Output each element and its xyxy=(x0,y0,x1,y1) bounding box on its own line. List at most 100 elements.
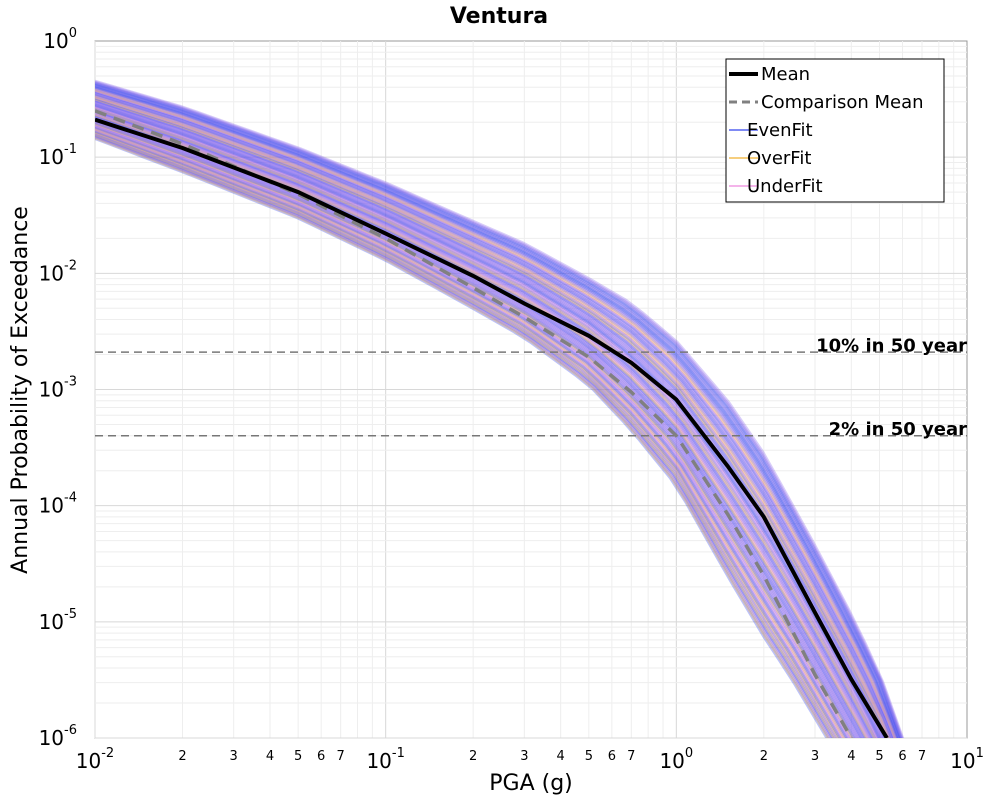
fit-curve xyxy=(95,92,893,738)
fit-curve xyxy=(95,89,896,738)
fit-curve xyxy=(95,106,878,738)
legend: Mean Comparison Mean EvenFit OverFit Und… xyxy=(725,58,945,203)
fit-curve xyxy=(95,134,834,738)
y-tick-label: 10-1 xyxy=(39,142,77,169)
y-tick-label: 10-4 xyxy=(39,491,77,518)
fit-curve xyxy=(95,112,869,738)
fit-curve xyxy=(95,79,905,738)
fit-curve xyxy=(95,83,902,738)
fit-curve xyxy=(95,125,849,738)
x-tick-label: 10-1 xyxy=(366,746,404,773)
fit-curve xyxy=(95,113,868,738)
fit-curve xyxy=(95,126,848,738)
x-tick-label: 101 xyxy=(950,746,984,773)
fit-curve xyxy=(95,111,871,738)
fit-curve xyxy=(95,136,831,738)
fit-curve xyxy=(95,126,847,738)
legend-label-overfit: OverFit xyxy=(747,148,811,169)
fit-curve xyxy=(95,107,876,738)
mean-line xyxy=(95,117,889,738)
fit-curve xyxy=(95,84,901,738)
x-minor-tick-label: 4 xyxy=(557,749,565,764)
legend-label-evenfit: EvenFit xyxy=(747,120,813,141)
fit-curve xyxy=(95,112,870,738)
fit-curve xyxy=(95,86,899,738)
fit-curve xyxy=(95,80,904,738)
x-minor-tick-label: 7 xyxy=(337,749,345,764)
fit-curve xyxy=(95,109,874,738)
fit-curve xyxy=(95,110,873,738)
reference-label-10pct: 10% in 50 year xyxy=(816,336,967,357)
fit-curve xyxy=(95,96,890,738)
fit-curve xyxy=(95,118,860,738)
fit-curve xyxy=(95,107,877,738)
fit-curve xyxy=(95,92,894,738)
x-minor-tick-label: 5 xyxy=(585,749,593,764)
x-minor-tick-label: 7 xyxy=(918,749,926,764)
x-minor-tick-label: 2 xyxy=(469,749,477,764)
fit-curve xyxy=(95,105,879,738)
fit-curve xyxy=(95,91,895,738)
y-tick-label: 10-3 xyxy=(39,375,77,402)
fit-curve xyxy=(95,87,899,738)
x-minor-tick-label: 4 xyxy=(847,749,855,764)
chart-title: Ventura xyxy=(450,4,548,29)
fit-curve xyxy=(95,136,829,738)
fit-curve xyxy=(95,93,892,738)
fit-curve xyxy=(95,102,882,738)
fit-curve xyxy=(95,133,835,738)
fit-curve xyxy=(95,108,875,738)
fit-curve xyxy=(95,129,842,738)
reference-label-2pct: 2% in 50 year xyxy=(829,419,967,440)
y-tick-label: 10-6 xyxy=(39,723,77,750)
x-tick-label: 10-2 xyxy=(76,746,114,773)
fit-curve xyxy=(95,95,891,738)
y-tick-label: 100 xyxy=(43,26,77,53)
x-minor-tick-label: 3 xyxy=(520,749,528,764)
fit-curve xyxy=(95,101,884,738)
fit-curve xyxy=(95,130,841,738)
fit-curve xyxy=(95,102,883,738)
fit-curve xyxy=(95,127,845,738)
fit-curve xyxy=(95,120,857,738)
fit-curve xyxy=(95,119,859,738)
fit-curve xyxy=(95,132,837,738)
y-axis-label: Annual Probability of Exceedance xyxy=(8,206,33,574)
fit-curve xyxy=(95,103,881,738)
fit-curve xyxy=(95,81,903,738)
y-tick-label: 10-5 xyxy=(39,607,77,634)
fit-curve xyxy=(95,131,840,738)
fit-curve xyxy=(95,88,898,738)
fit-curve xyxy=(95,83,901,738)
legend-label-mean: Mean xyxy=(761,64,810,85)
y-axis-ticks: 100 10-1 10-2 10-3 10-4 10-5 10-6 xyxy=(39,26,77,750)
fit-curve xyxy=(95,135,832,738)
x-minor-tick-label: 2 xyxy=(178,749,186,764)
y-tick-label: 10-2 xyxy=(39,258,77,285)
legend-box xyxy=(725,58,945,203)
x-minor-tick-label: 3 xyxy=(230,749,238,764)
fit-curve xyxy=(95,121,855,738)
fit-curve xyxy=(95,97,888,738)
fit-curves-band xyxy=(95,79,905,738)
x-minor-tick-label: 5 xyxy=(875,749,883,764)
legend-label-underfit: UnderFit xyxy=(747,176,823,197)
reference-lines xyxy=(95,351,967,437)
fit-curve xyxy=(95,88,897,738)
fit-curve xyxy=(95,131,838,738)
fit-curve xyxy=(95,85,900,738)
x-minor-tick-label: 6 xyxy=(317,749,325,764)
legend-label-comparison-mean: Comparison Mean xyxy=(761,92,924,113)
x-axis-label: PGA (g) xyxy=(489,771,573,796)
fit-curve xyxy=(95,82,903,738)
x-minor-tick-label: 7 xyxy=(627,749,635,764)
fit-curve xyxy=(95,90,896,738)
x-minor-tick-label: 4 xyxy=(266,749,274,764)
x-tick-label: 100 xyxy=(659,746,693,773)
x-minor-tick-label: 2 xyxy=(760,749,768,764)
fit-curve xyxy=(95,104,880,738)
fit-curve xyxy=(95,128,844,738)
fit-curve xyxy=(95,121,856,738)
